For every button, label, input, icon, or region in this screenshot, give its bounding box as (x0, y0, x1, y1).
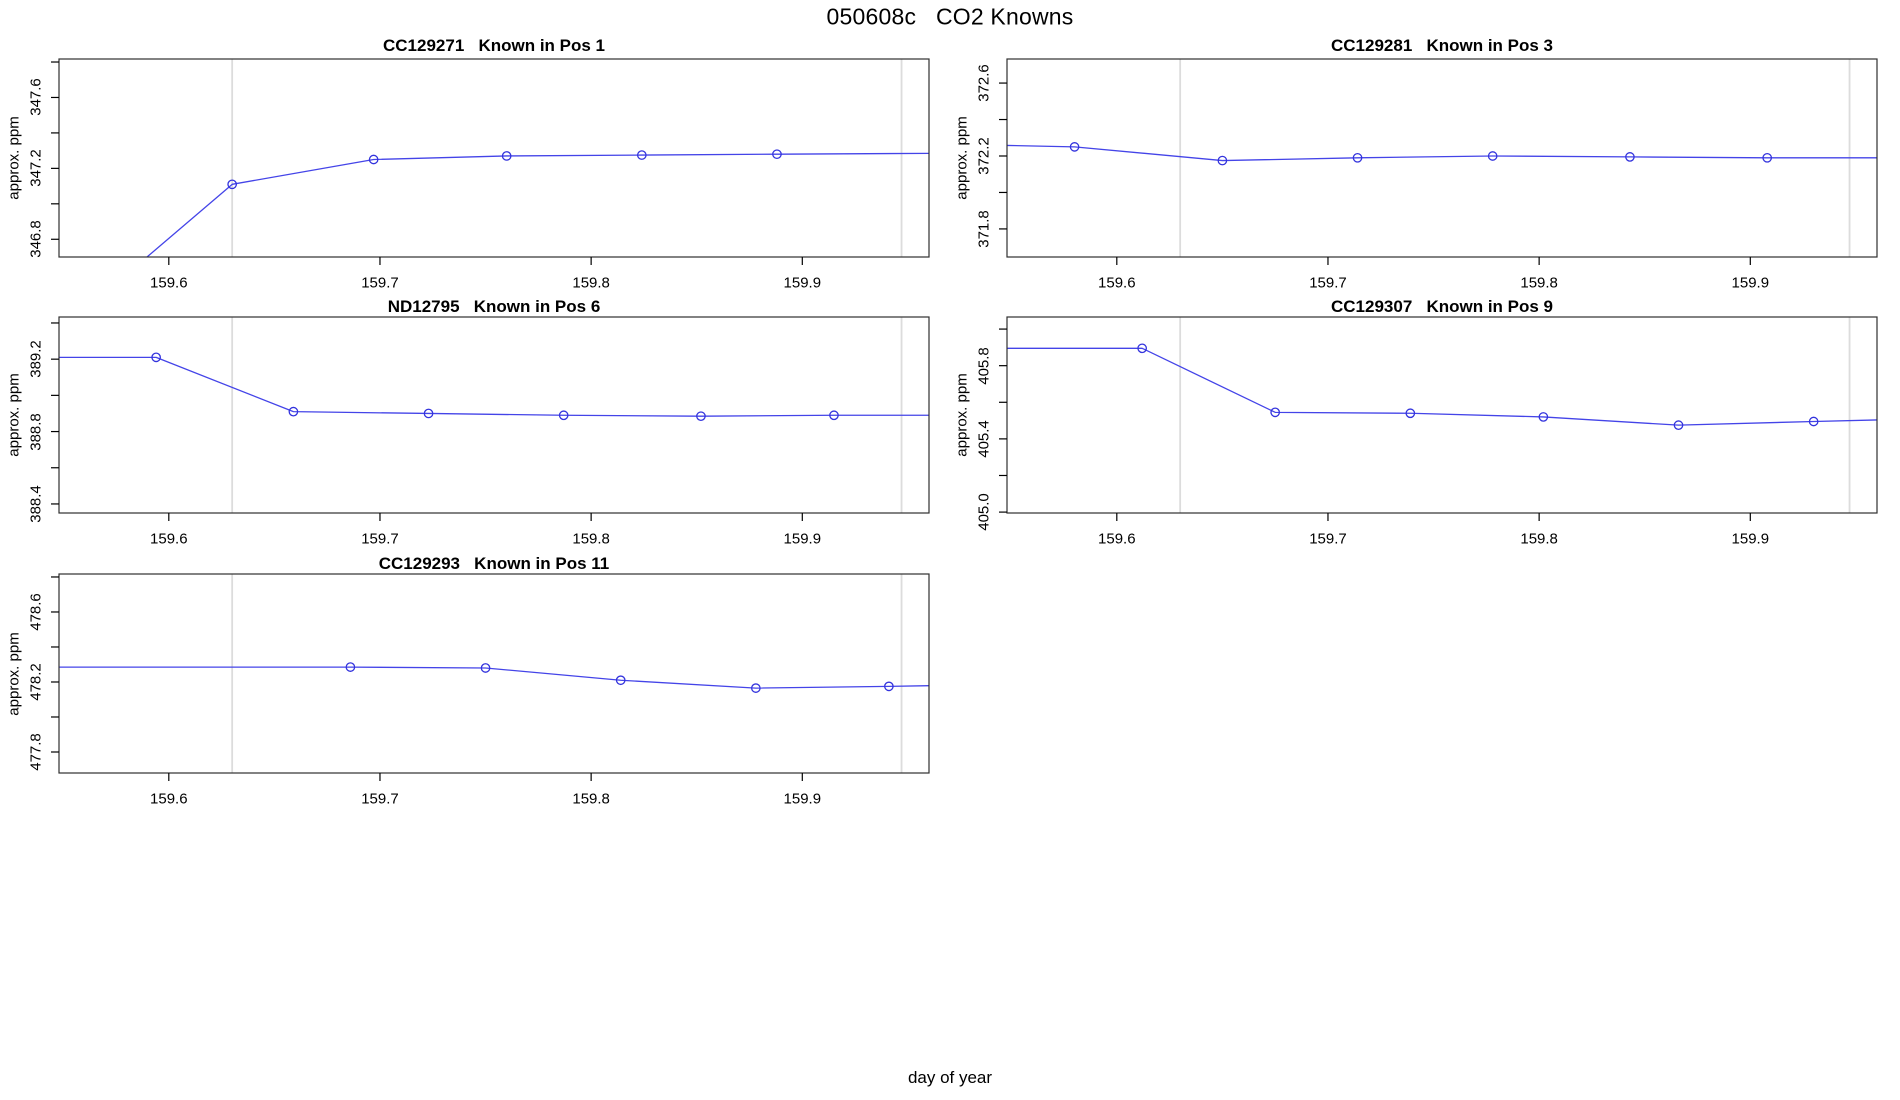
y-tick-label: 347.6 (27, 78, 45, 117)
x-tick-label: 159.9 (783, 790, 822, 808)
x-tick-label: 159.8 (1520, 274, 1558, 292)
x-tick-label: 159.7 (361, 274, 399, 292)
x-tick-label: 159.8 (572, 530, 610, 548)
x-tick-label: 159.6 (150, 790, 188, 808)
x-tick-label: 159.6 (1098, 274, 1136, 292)
panel-title: CC129281 Known in Pos 3 (1330, 36, 1554, 55)
data-point-marker (558, 410, 569, 421)
data-point-marker (1069, 142, 1080, 152)
y-tick-label: 388.8 (27, 412, 45, 451)
x-tick-label: 159.7 (1309, 274, 1347, 292)
figure-title: 050608c CO2 Knowns (826, 3, 1074, 30)
data-line (59, 666, 929, 689)
data-point-marker (1673, 420, 1684, 431)
data-point-marker (772, 149, 782, 160)
data-point-marker (750, 683, 761, 693)
x-tick-label: 159.7 (361, 790, 399, 808)
data-point-marker (696, 411, 706, 422)
y-tick-label: 347.2 (27, 149, 45, 188)
y-tick-label: 388.4 (27, 485, 45, 523)
data-point-marker (501, 151, 512, 161)
data-point-marker (829, 410, 839, 421)
data-point-marker (345, 662, 356, 672)
x-tick-label: 159.9 (783, 530, 822, 548)
y-axis-label: approx. ppm (5, 116, 23, 200)
y-tick-label: 389.2 (27, 340, 45, 378)
data-point-marker (884, 681, 894, 692)
y-tick-label: 405.4 (975, 420, 993, 458)
data-point-marker (615, 675, 626, 686)
panel-box (58, 316, 930, 514)
y-tick-label: 405.8 (975, 346, 993, 385)
panel-title: CC129293 Known in Pos 11 (378, 554, 610, 573)
data-point-marker (1487, 151, 1498, 161)
x-tick-label: 159.6 (150, 274, 188, 292)
data-point-marker (1538, 412, 1549, 422)
y-tick-label: 477.8 (27, 733, 45, 771)
panel-box (58, 573, 930, 774)
panel-box (1006, 316, 1878, 514)
data-point-marker (227, 179, 238, 190)
data-point-marker (1270, 407, 1281, 418)
data-line (1007, 144, 1877, 162)
y-tick-label: 372.2 (975, 137, 993, 175)
data-line (1007, 347, 1877, 426)
y-axis-label: approx. ppm (953, 116, 971, 200)
data-point-marker (368, 154, 379, 165)
data-point-marker (1762, 152, 1773, 163)
y-tick-label: 372.6 (975, 64, 993, 102)
data-point-marker (1808, 416, 1819, 427)
panel-title: ND12795 Known in Pos 6 (387, 297, 601, 316)
y-tick-label: 371.8 (975, 210, 993, 248)
x-tick-label: 159.9 (783, 274, 822, 292)
y-axis-label: approx. ppm (953, 373, 971, 457)
data-point-marker (1217, 155, 1228, 166)
x-tick-label: 159.7 (361, 530, 399, 548)
data-point-marker (151, 352, 161, 363)
data-point-marker (480, 663, 491, 673)
x-tick-label: 159.8 (572, 790, 610, 808)
panel-box (1006, 58, 1878, 258)
data-point-marker (288, 406, 299, 417)
y-axis-label: approx. ppm (5, 631, 23, 716)
data-point-marker (1352, 152, 1363, 163)
data-line (145, 152, 929, 257)
x-tick-label: 159.6 (150, 530, 188, 548)
x-axis-label: day of year (907, 1068, 993, 1087)
data-point-marker (636, 150, 647, 160)
x-tick-label: 159.9 (1731, 274, 1770, 292)
data-line (59, 356, 929, 417)
data-point-marker (423, 408, 434, 419)
y-tick-label: 478.2 (27, 663, 45, 701)
y-tick-label: 478.6 (27, 593, 45, 631)
x-tick-label: 159.8 (572, 274, 610, 292)
data-point-marker (1405, 408, 1416, 419)
x-tick-label: 159.6 (1098, 530, 1136, 548)
panel-title: CC129307 Known in Pos 9 (1330, 297, 1554, 316)
x-tick-label: 159.7 (1309, 530, 1347, 548)
data-point-marker (1137, 343, 1147, 354)
panel-title: CC129271 Known in Pos 1 (382, 36, 606, 55)
panel-box (58, 58, 930, 258)
y-tick-label: 346.8 (27, 220, 45, 259)
x-tick-label: 159.8 (1520, 530, 1558, 548)
data-point-marker (1625, 152, 1635, 162)
y-tick-label: 405.0 (975, 493, 993, 531)
x-tick-label: 159.9 (1731, 530, 1770, 548)
y-axis-label: approx. ppm (5, 373, 23, 457)
